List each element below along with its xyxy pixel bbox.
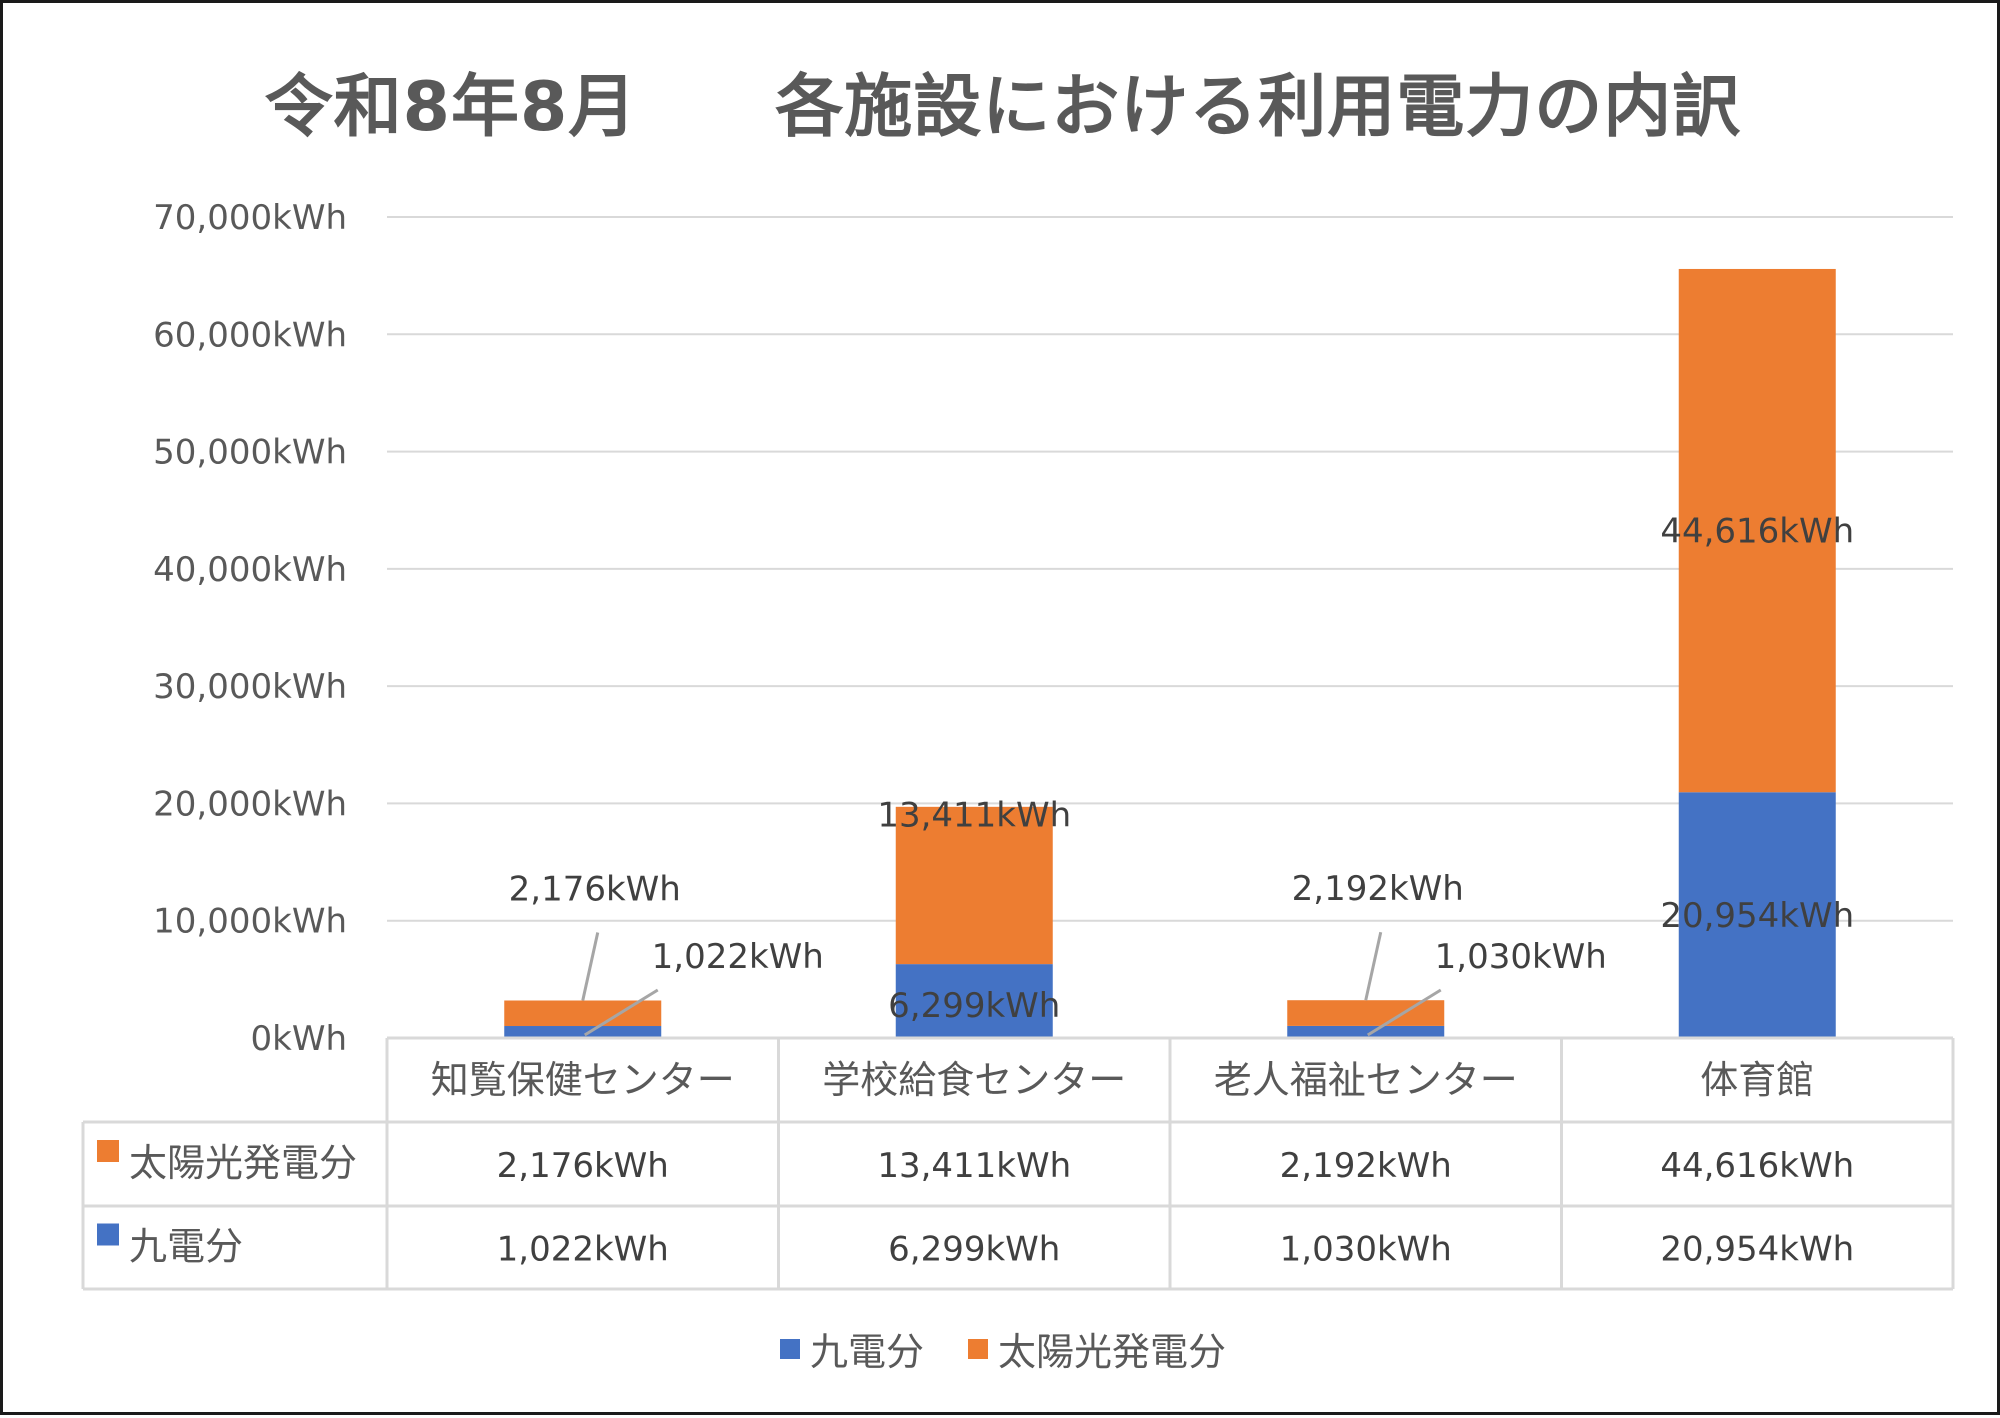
data-label-kyuden: 1,030kWh — [1435, 937, 1607, 977]
data-label-solar: 44,616kWh — [1660, 512, 1854, 552]
bar-kyuden — [1678, 792, 1836, 1038]
legend-item-kyuden: 九電分 — [779, 1321, 924, 1376]
bar-solar — [1678, 268, 1836, 793]
data-label-kyuden: 1,022kWh — [652, 937, 824, 977]
table-cell-kyuden: 20,954kWh — [1660, 1230, 1854, 1270]
y-tick-label: 70,000kWh — [153, 198, 347, 238]
table-row-label-kyuden: 九電分 — [129, 1225, 243, 1269]
legend-swatch-kyuden — [779, 1338, 800, 1359]
data-label-solar: 13,411kWh — [877, 795, 1071, 835]
category-label: 老人福祉センター — [1214, 1058, 1518, 1102]
legend-label-kyuden: 九電分 — [809, 1330, 924, 1374]
leader-line-kyuden — [1366, 988, 1442, 1037]
table-cell-kyuden: 6,299kWh — [888, 1230, 1060, 1270]
table-cell-kyuden: 1,022kWh — [497, 1230, 669, 1270]
legend-label-solar: 太陽光発電分 — [998, 1330, 1227, 1374]
y-tick-label: 60,000kWh — [153, 315, 347, 355]
category-label: 知覧保健センター — [431, 1058, 735, 1102]
bar-solar — [504, 1000, 662, 1027]
category-label: 学校給食センター — [822, 1058, 1126, 1102]
chart-title: 令和8年8月 各施設における利用電力の内訳 — [264, 68, 1742, 147]
leader-line-solar — [1364, 931, 1383, 1001]
bar-kyuden — [504, 1026, 662, 1038]
chart-plot: 0kWh 10,000kWh 20,000kWh 30,000kWh 40,000kWh… — [81, 198, 1955, 1291]
legend: 九電分 太陽光発電分 — [3, 1321, 2000, 1376]
leader-line-solar — [581, 932, 600, 1001]
legend-item-solar: 太陽光発電分 — [968, 1321, 1226, 1376]
data-label-kyuden: 6,299kWh — [888, 986, 1060, 1026]
table-swatch-solar — [97, 1140, 119, 1162]
table-cell-solar: 13,411kWh — [877, 1146, 1071, 1186]
legend-swatch-solar — [968, 1338, 988, 1359]
data-label-kyuden: 20,954kWh — [1660, 896, 1854, 936]
bar-kyuden — [895, 964, 1053, 1038]
table-row-label-solar: 太陽光発電分 — [129, 1141, 357, 1185]
table-cell-kyuden: 1,030kWh — [1280, 1230, 1452, 1270]
y-tick-label: 50,000kWh — [153, 433, 347, 473]
bar-kyuden — [1287, 1025, 1445, 1038]
bar-solar — [895, 806, 1053, 965]
y-tick-label: 30,000kWh — [153, 667, 347, 707]
y-tick-label: 10,000kWh — [153, 902, 347, 942]
table-cell-solar: 44,616kWh — [1660, 1146, 1854, 1186]
leader-line-kyuden — [583, 988, 659, 1037]
table-cell-solar: 2,176kWh — [497, 1146, 669, 1186]
data-label-solar: 2,192kWh — [1292, 869, 1464, 909]
y-tick-label: 0kWh — [251, 1019, 348, 1059]
data-label-solar: 2,176kWh — [509, 869, 681, 909]
table-cell-solar: 2,192kWh — [1280, 1146, 1452, 1186]
table-swatch-kyuden — [97, 1223, 119, 1246]
y-tick-label: 20,000kWh — [153, 784, 347, 824]
y-tick-label: 40,000kWh — [153, 550, 347, 590]
category-label: 体育館 — [1700, 1058, 1814, 1102]
